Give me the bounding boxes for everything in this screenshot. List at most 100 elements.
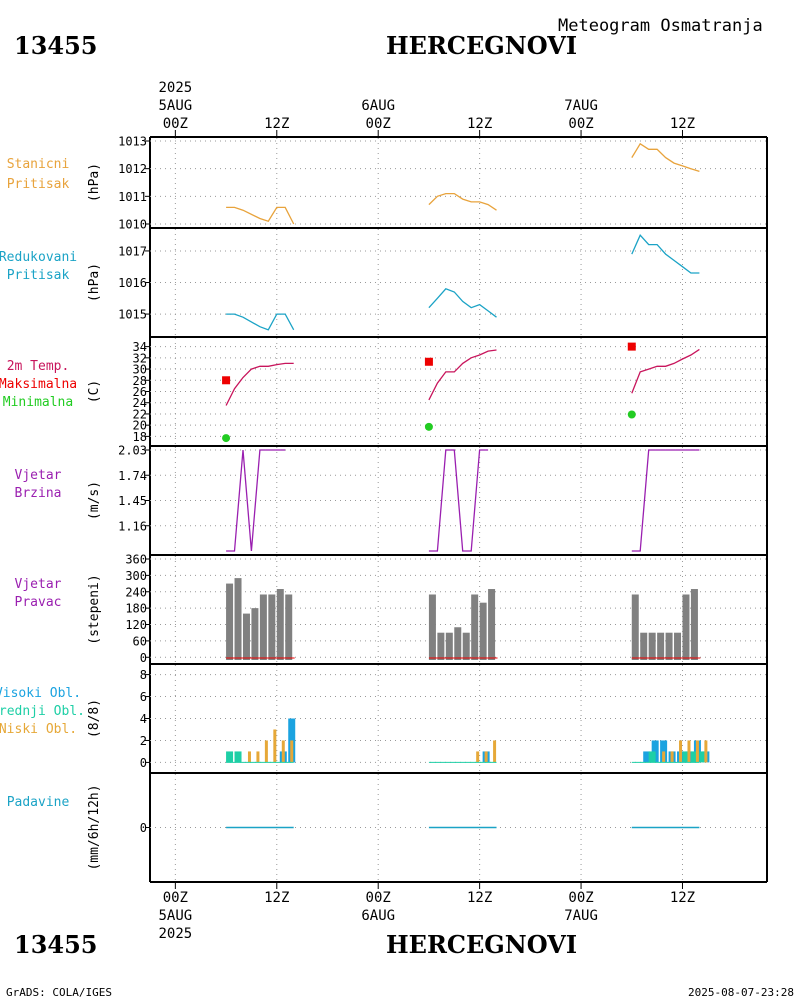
direction-bar [276, 589, 284, 660]
cloud-bar [264, 740, 268, 763]
cloud-bar [687, 740, 691, 763]
plot-area: 00Z 00Z 5AUG 5AUG 12Z 12Z 00Z 00Z 6AUG 6AUG 12Z 12Z… [0, 80, 768, 942]
station-name-bottom: HERCEGNOVI [386, 930, 577, 959]
cloud-bar [247, 751, 251, 763]
y-axis-label: (mm/6h/12h) [87, 784, 102, 870]
x-tick-label-bottom: 00Z [366, 890, 391, 906]
series-line [631, 449, 700, 552]
y-tick-label: 28 [133, 374, 147, 388]
cloud-bar [643, 751, 651, 763]
direction-bar [226, 583, 234, 660]
cloud-bar [699, 751, 707, 763]
cloud-bar [648, 751, 656, 763]
direction-bar [682, 594, 690, 660]
y-tick-label: 20 [133, 419, 147, 433]
panel-label: Srednji Obl. [0, 704, 85, 719]
direction-bar [488, 589, 496, 660]
direction-bar [454, 627, 462, 660]
direction-bar [234, 578, 242, 660]
y-tick-label: 120 [125, 618, 147, 632]
series-line [226, 206, 295, 225]
x-tick-label-top: 00Z [366, 116, 391, 132]
y-tick-label: 1010 [118, 218, 147, 232]
direction-bar [242, 613, 250, 660]
panel-label: 2m Temp. [7, 359, 70, 374]
direction-bar [665, 632, 673, 660]
y-tick-label: 180 [125, 602, 147, 616]
direction-bar [657, 632, 665, 660]
direction-bar [631, 594, 639, 660]
y-axis-label: (8/8) [87, 699, 102, 738]
x-date-label-top: 7AUG [564, 98, 598, 114]
cloud-bar [493, 740, 497, 763]
direction-bar [674, 632, 682, 660]
y-tick-label: 1.16 [118, 519, 147, 533]
direction-bar [259, 594, 267, 660]
y-tick-label: 60 [133, 634, 147, 648]
y-tick-label: 2 [140, 734, 147, 748]
direction-bar [640, 632, 648, 660]
tmax-marker [424, 357, 433, 366]
y-tick-label: 6 [140, 690, 147, 704]
cloud-bar [476, 751, 480, 763]
series-line [631, 142, 700, 173]
cloud-bar [484, 751, 488, 763]
y-axis-label: (hPa) [87, 163, 102, 202]
panel-label: Redukovani [0, 250, 77, 265]
series-line [226, 449, 286, 552]
panel-label: Visoki Obl. [0, 686, 81, 701]
y-tick-label: 1015 [118, 308, 147, 322]
cloud-bar [256, 751, 260, 763]
y-tick-label: 0 [140, 821, 147, 835]
y-tick-label: 30 [133, 363, 147, 377]
series-line [428, 192, 497, 211]
y-tick-label: 1011 [118, 190, 147, 204]
cloud-bar [281, 740, 285, 763]
cloud-bar [226, 751, 234, 763]
x-tick-label-top: 12Z [670, 116, 695, 132]
x-date-label-bottom: 5AUG [158, 908, 192, 924]
y-axis-label: (stepeni) [87, 574, 102, 644]
direction-bar [690, 589, 698, 660]
series-line [631, 348, 700, 394]
y-tick-label: 1016 [118, 276, 147, 290]
tmin-marker [222, 434, 231, 443]
x-date-label-bottom: 6AUG [361, 908, 395, 924]
y-tick-label: 8 [140, 668, 147, 682]
y-tick-label: 1017 [118, 244, 147, 258]
direction-bar [437, 632, 445, 660]
x-year-label-top: 2025 [158, 80, 192, 96]
panel-label: Vjetar [15, 577, 62, 592]
x-tick-label-bottom: 00Z [163, 890, 188, 906]
tmax-marker [222, 376, 231, 385]
x-tick-label-bottom: 12Z [264, 890, 289, 906]
direction-bar [648, 632, 656, 660]
cloud-bar [234, 751, 242, 763]
direction-bar [251, 608, 259, 660]
cloud-bar [662, 751, 666, 763]
y-tick-label: 26 [133, 385, 147, 399]
y-tick-label: 22 [133, 407, 147, 421]
panel-label: Maksimalna [0, 377, 77, 392]
series-line [631, 234, 700, 274]
x-year-label-bottom: 2025 [158, 926, 192, 942]
y-tick-label: 18 [133, 430, 147, 444]
panel-label: Pritisak [7, 177, 70, 192]
direction-bar [445, 632, 453, 660]
x-tick-label-top: 00Z [568, 116, 593, 132]
y-tick-label: 1012 [118, 162, 147, 176]
panel-label: Minimalna [3, 395, 73, 410]
cloud-bar [704, 740, 708, 763]
y-tick-label: 300 [125, 569, 147, 583]
series-line [428, 449, 489, 552]
panel-label: Niski Obl. [0, 722, 77, 737]
y-tick-label: 24 [133, 396, 147, 410]
x-tick-label-bottom: 00Z [568, 890, 593, 906]
y-tick-label: 0 [140, 651, 147, 665]
direction-bar [471, 594, 479, 660]
x-tick-label-top: 12Z [264, 116, 289, 132]
footer-credit: GrADS: COLA/IGES [6, 986, 112, 999]
y-tick-label: 4 [140, 712, 147, 726]
tmax-marker [627, 342, 636, 351]
